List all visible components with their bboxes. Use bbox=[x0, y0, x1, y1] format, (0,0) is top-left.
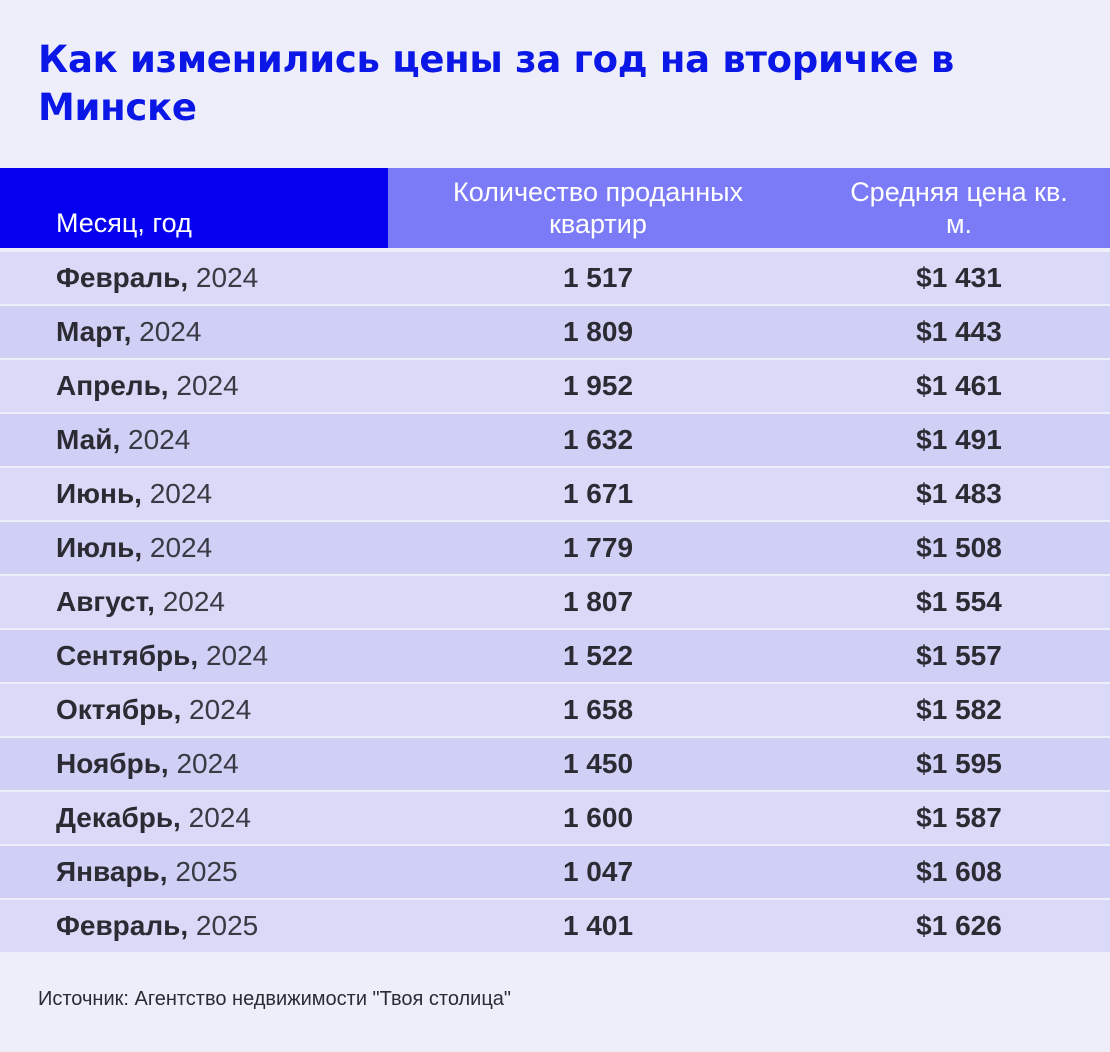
year: 2025 bbox=[195, 910, 259, 941]
column-header-month: Месяц, год bbox=[0, 168, 388, 248]
year: 2024 bbox=[205, 640, 269, 671]
cell-sold-count: 1 671 bbox=[562, 478, 634, 509]
table-row: Май, 2024 1 632 $1 491 bbox=[0, 414, 1110, 466]
cell-sold-count: 1 632 bbox=[562, 424, 634, 455]
table-row: Сентябрь, 2024 1 522 $1 557 bbox=[0, 630, 1110, 682]
month-name: Февраль, bbox=[56, 262, 189, 293]
year: 2024 bbox=[195, 262, 259, 293]
cell-avg-price: $1 608 bbox=[916, 856, 1002, 887]
year: 2024 bbox=[139, 316, 202, 347]
month-name: Октябрь, bbox=[56, 694, 182, 725]
cell-sold-count: 1 401 bbox=[562, 910, 634, 941]
year: 2025 bbox=[175, 856, 238, 887]
cell-month: Февраль, 2025 bbox=[0, 910, 388, 942]
cell-month: Декабрь, 2024 bbox=[0, 802, 388, 834]
month-name: Август, bbox=[56, 586, 155, 617]
year: 2024 bbox=[188, 802, 251, 833]
year: 2024 bbox=[162, 586, 226, 617]
cell-avg-price: $1 557 bbox=[916, 640, 1002, 671]
month-name: Январь, bbox=[56, 856, 168, 887]
cell-avg-price: $1 626 bbox=[916, 910, 1002, 941]
cell-avg-price: $1 582 bbox=[916, 694, 1002, 725]
cell-sold-count: 1 450 bbox=[562, 748, 634, 779]
cell-sold-count: 1 522 bbox=[562, 640, 634, 671]
month-name: Сентябрь, bbox=[56, 640, 199, 671]
table-row: Июнь, 2024 1 671 $1 483 bbox=[0, 468, 1110, 520]
data-table: Месяц, год Количество проданных квартир … bbox=[0, 168, 1110, 954]
cell-avg-price: $1 587 bbox=[916, 802, 1002, 833]
cell-month: Апрель, 2024 bbox=[0, 370, 388, 402]
table-row: Декабрь, 2024 1 600 $1 587 bbox=[0, 792, 1110, 844]
year: 2024 bbox=[176, 748, 239, 779]
cell-month: Сентябрь, 2024 bbox=[0, 640, 388, 672]
cell-sold-count: 1 517 bbox=[562, 262, 634, 293]
cell-sold-count: 1 809 bbox=[562, 316, 634, 347]
cell-avg-price: $1 491 bbox=[916, 424, 1002, 455]
year: 2024 bbox=[189, 694, 252, 725]
column-header-group: Количество проданных квартир Средняя цен… bbox=[388, 168, 1110, 248]
cell-avg-price: $1 508 bbox=[916, 532, 1002, 563]
cell-month: Июль, 2024 bbox=[0, 532, 388, 564]
cell-month: Январь, 2025 bbox=[0, 856, 388, 888]
table-row: Июль, 2024 1 779 $1 508 bbox=[0, 522, 1110, 574]
cell-sold-count: 1 952 bbox=[562, 370, 634, 401]
table-row: Ноябрь, 2024 1 450 $1 595 bbox=[0, 738, 1110, 790]
table-row: Март, 2024 1 809 $1 443 bbox=[0, 306, 1110, 358]
cell-month: Июнь, 2024 bbox=[0, 478, 388, 510]
month-name: Декабрь, bbox=[56, 802, 181, 833]
table-row: Февраль, 2024 1 517 $1 431 bbox=[0, 252, 1110, 304]
page-title: Как изменились цены за год на вторичке в… bbox=[38, 38, 954, 129]
cell-avg-price: $1 554 bbox=[916, 586, 1002, 617]
month-name: Июнь, bbox=[56, 478, 142, 509]
month-name: Февраль, bbox=[56, 910, 189, 941]
table-row: Октябрь, 2024 1 658 $1 582 bbox=[0, 684, 1110, 736]
month-name: Июль, bbox=[56, 532, 143, 563]
column-header-count-label: Количество проданных квартир bbox=[452, 177, 744, 239]
column-header-count: Количество проданных квартир bbox=[388, 168, 808, 248]
cell-sold-count: 1 658 bbox=[562, 694, 634, 725]
month-name: Май, bbox=[56, 424, 121, 455]
month-name: Март, bbox=[56, 316, 132, 347]
cell-avg-price: $1 461 bbox=[916, 370, 1002, 401]
column-header-price-label: Средняя цена кв. м. bbox=[850, 177, 1068, 239]
cell-sold-count: 1 807 bbox=[562, 586, 634, 617]
year: 2024 bbox=[128, 424, 191, 455]
table-row: Январь, 2025 1 047 $1 608 bbox=[0, 846, 1110, 898]
cell-sold-count: 1 600 bbox=[562, 802, 634, 833]
cell-sold-count: 1 779 bbox=[562, 532, 634, 563]
cell-month: Март, 2024 bbox=[0, 316, 388, 348]
table-body: Февраль, 2024 1 517 $1 431 Март, 2024 1 809 $… bbox=[0, 252, 1110, 952]
cell-sold-count: 1 047 bbox=[562, 856, 634, 887]
table-row: Август, 2024 1 807 $1 554 bbox=[0, 576, 1110, 628]
cell-avg-price: $1 595 bbox=[916, 748, 1002, 779]
table-row: Февраль, 2025 1 401 $1 626 bbox=[0, 900, 1110, 952]
cell-month: Октябрь, 2024 bbox=[0, 694, 388, 726]
month-name: Ноябрь, bbox=[56, 748, 169, 779]
cell-month: Август, 2024 bbox=[0, 586, 388, 618]
cell-month: Ноябрь, 2024 bbox=[0, 748, 388, 780]
cell-avg-price: $1 431 bbox=[916, 262, 1002, 293]
source-note: Источник: Агентство недвижимости "Твоя с… bbox=[38, 988, 512, 1010]
cell-avg-price: $1 443 bbox=[916, 316, 1002, 347]
year: 2024 bbox=[149, 478, 213, 509]
table-header: Месяц, год Количество проданных квартир … bbox=[0, 168, 1110, 248]
column-header-price: Средняя цена кв. м. bbox=[808, 168, 1110, 248]
year: 2024 bbox=[176, 370, 239, 401]
table-row: Апрель, 2024 1 952 $1 461 bbox=[0, 360, 1110, 412]
month-name: Апрель, bbox=[56, 370, 169, 401]
year: 2024 bbox=[149, 532, 213, 563]
cell-month: Февраль, 2024 bbox=[0, 262, 388, 294]
cell-avg-price: $1 483 bbox=[916, 478, 1002, 509]
cell-month: Май, 2024 bbox=[0, 424, 388, 456]
